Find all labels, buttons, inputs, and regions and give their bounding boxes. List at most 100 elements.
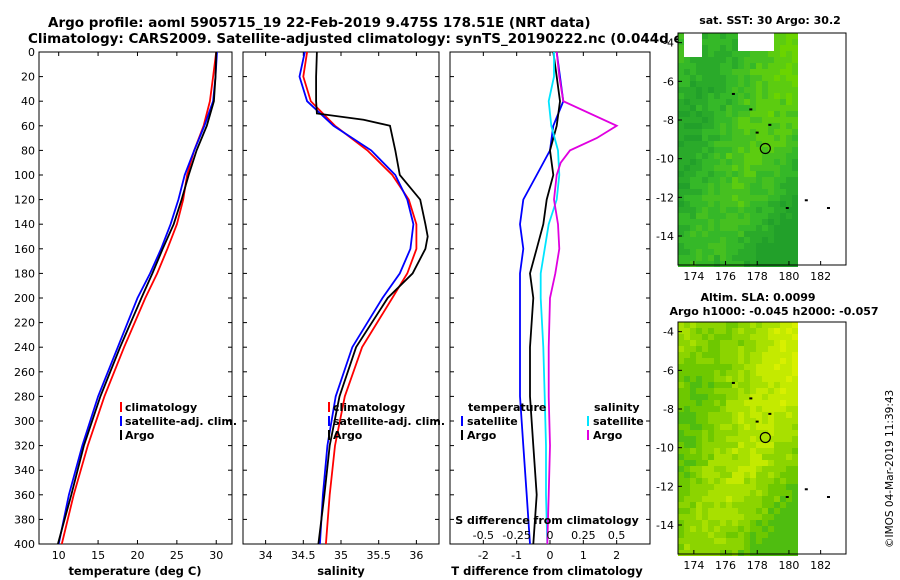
map-cell <box>690 171 696 177</box>
map-cell <box>708 39 714 45</box>
map-cell <box>762 412 768 418</box>
map-cell <box>702 51 708 57</box>
map-cell <box>684 123 690 129</box>
map-cell <box>726 526 732 532</box>
map-cell <box>720 159 726 165</box>
map-cell <box>684 153 690 159</box>
map-cell <box>690 346 696 352</box>
map-cell <box>702 165 708 171</box>
map-cell <box>750 520 756 526</box>
map-cell <box>792 261 798 267</box>
map-cell <box>768 255 774 261</box>
map-cell <box>774 394 780 400</box>
map-cell <box>714 51 720 57</box>
map-cell <box>750 237 756 243</box>
map-cell <box>684 502 690 508</box>
y-tick-label: 40 <box>21 95 35 108</box>
map-cell <box>720 334 726 340</box>
map-cell <box>738 448 744 454</box>
map-cell <box>786 39 792 45</box>
map-cell <box>780 388 786 394</box>
map-cell <box>702 261 708 267</box>
map-cell <box>726 376 732 382</box>
map-cell <box>738 388 744 394</box>
map-cell <box>738 490 744 496</box>
map-cell <box>738 189 744 195</box>
map-cell <box>762 322 768 328</box>
map-cell <box>774 364 780 370</box>
map-cell <box>774 430 780 436</box>
map-cell <box>726 39 732 45</box>
map-cell <box>714 364 720 370</box>
map-cell <box>720 412 726 418</box>
map-cell <box>678 261 684 267</box>
map-cell <box>744 454 750 460</box>
map-cell <box>750 75 756 81</box>
map-cell <box>750 442 756 448</box>
map-cell <box>750 532 756 538</box>
map-y-tick-label: -8 <box>663 114 674 127</box>
map-cell <box>738 466 744 472</box>
map-cell <box>678 538 684 544</box>
legend-label-s-argo: Argo <box>593 429 623 442</box>
map-cell <box>792 219 798 225</box>
map-cell <box>690 442 696 448</box>
difference-plot: -2 -1 0 1 2-0.5 -0.25 0 0.25 0.5 <box>450 51 650 562</box>
map-cell <box>762 51 768 57</box>
map-cell <box>708 484 714 490</box>
map-cell <box>678 412 684 418</box>
map-cell <box>708 436 714 442</box>
map-cell <box>744 165 750 171</box>
map-x-tick-label: 176 <box>715 270 736 283</box>
map-cell <box>780 111 786 117</box>
map-cell <box>714 111 720 117</box>
map-cell <box>744 177 750 183</box>
map-cell <box>708 225 714 231</box>
map-cell <box>750 261 756 267</box>
legend-label-argo: Argo <box>333 429 363 442</box>
map-cell <box>786 225 792 231</box>
map-cell <box>726 442 732 448</box>
map-cell <box>696 418 702 424</box>
map-cell <box>780 544 786 550</box>
map-cell <box>744 484 750 490</box>
map-cell <box>696 99 702 105</box>
map-cell <box>786 69 792 75</box>
map-cell <box>744 219 750 225</box>
map-cell <box>774 334 780 340</box>
map-cell <box>678 99 684 105</box>
x-tick-label: 35 <box>334 549 348 562</box>
map-cell <box>726 153 732 159</box>
map-cell <box>714 370 720 376</box>
map-cell <box>792 171 798 177</box>
map-cell <box>726 340 732 346</box>
map-cell <box>768 478 774 484</box>
map-cell <box>792 382 798 388</box>
map-cell <box>786 394 792 400</box>
map-cell <box>792 57 798 63</box>
map-cell <box>792 147 798 153</box>
salinity-panel-frame <box>242 51 440 545</box>
map-cell <box>762 237 768 243</box>
map-cell <box>756 388 762 394</box>
map-cell <box>738 526 744 532</box>
map-cell <box>702 177 708 183</box>
map-cell <box>768 141 774 147</box>
map-cell <box>738 532 744 538</box>
map-cell <box>756 406 762 412</box>
map-cell <box>756 81 762 87</box>
map-cell <box>684 400 690 406</box>
map-cell <box>756 219 762 225</box>
map-cell <box>756 147 762 153</box>
map-cell <box>690 135 696 141</box>
map-cell <box>732 249 738 255</box>
map-cell <box>690 448 696 454</box>
map-cell <box>714 105 720 111</box>
map-cell <box>744 442 750 448</box>
island-mark <box>768 412 772 415</box>
map-cell <box>690 111 696 117</box>
map-cell <box>768 508 774 514</box>
y-tick-label: 300 <box>14 415 35 428</box>
sst-map-title: sat. SST: 30 Argo: 30.2 <box>699 14 841 27</box>
map-cell <box>678 255 684 261</box>
